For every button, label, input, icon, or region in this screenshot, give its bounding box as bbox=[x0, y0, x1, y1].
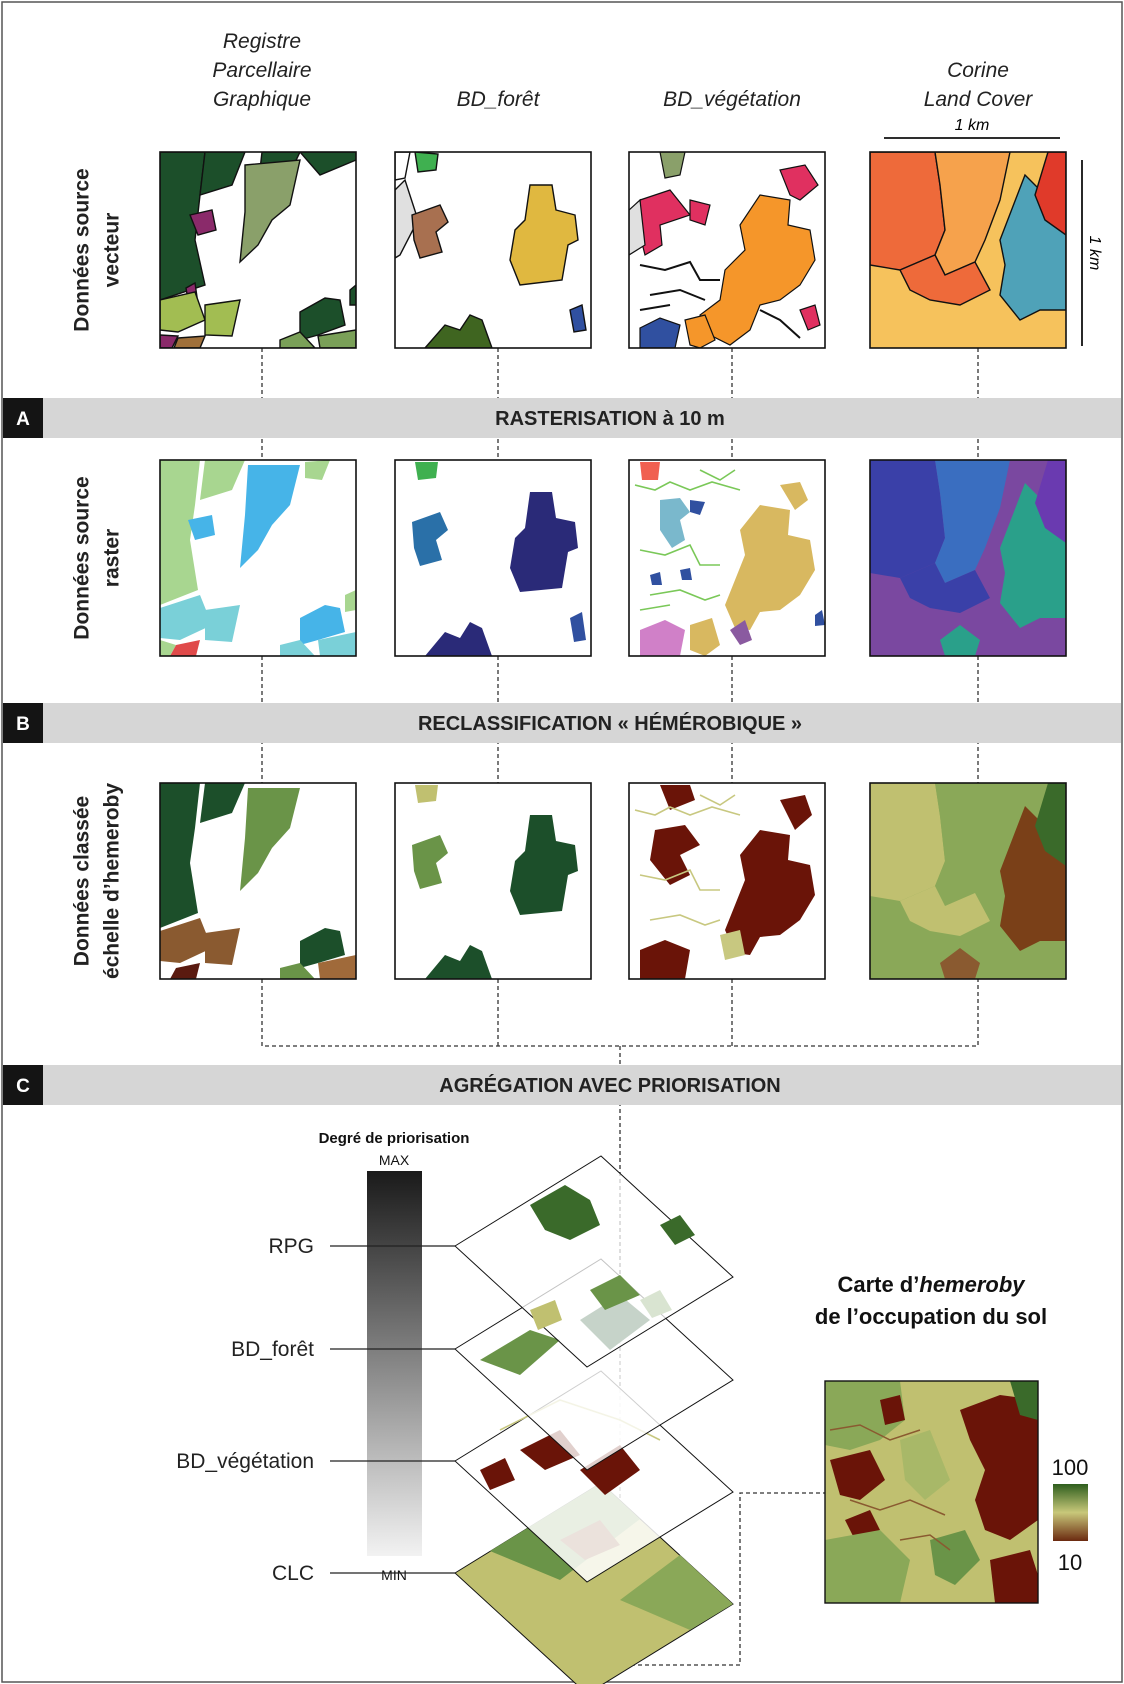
step-letter-a: A bbox=[16, 409, 30, 430]
priority-max-label: MAX bbox=[379, 1152, 410, 1168]
result-hemeroby-map bbox=[824, 1380, 1039, 1604]
vegetation-hedgerows-raster bbox=[634, 469, 741, 611]
column-titles: Registre Parcellaire Graphique BD_forêt BD_v… bbox=[212, 30, 1033, 111]
vegetation-hedgerows bbox=[639, 260, 801, 339]
stack-layer-rpg bbox=[454, 1155, 734, 1368]
step-banner-c: C AGRÉGATION AVEC PRIORISATION bbox=[3, 1065, 1121, 1105]
step-letter-c: C bbox=[16, 1076, 30, 1097]
layer-label-clc: CLC bbox=[272, 1562, 314, 1585]
panel-bdforet-raster bbox=[394, 459, 592, 657]
layer-label-bdforet: BD_forêt bbox=[231, 1338, 314, 1361]
panel-rpg-raster bbox=[159, 459, 357, 657]
scale-label-vertical: 1 km bbox=[1086, 236, 1103, 271]
layer-labels: RPG BD_forêt BD_végétation CLC bbox=[176, 1235, 314, 1585]
row-labels: Données source vecteur Données source raste… bbox=[71, 168, 124, 979]
row-label-line: Données source bbox=[71, 168, 94, 331]
panel-bdforet-hemeroby bbox=[394, 782, 592, 980]
step-title-c: AGRÉGATION AVEC PRIORISATION bbox=[439, 1074, 781, 1097]
layer-stack bbox=[454, 1155, 734, 1684]
panel-bdvegetation-vector bbox=[628, 151, 826, 349]
panel-rpg-hemeroby bbox=[159, 782, 357, 980]
step-title-b: RECLASSIFICATION « HÉMÉROBIQUE » bbox=[418, 712, 802, 735]
panel-clc-raster bbox=[869, 459, 1067, 657]
row-label-line: vecteur bbox=[101, 213, 124, 288]
panel-rpg-vector bbox=[159, 151, 357, 349]
column-title-line: Corine bbox=[947, 59, 1009, 82]
step-letter-b: B bbox=[16, 714, 30, 735]
priority-gradient-bar bbox=[367, 1171, 422, 1556]
column-title-line: BD_forêt bbox=[457, 88, 541, 111]
panel-bdvegetation-hemeroby bbox=[628, 782, 826, 980]
panel-clc-vector bbox=[869, 151, 1067, 349]
panel-clc-hemeroby bbox=[869, 782, 1067, 980]
scale-bar-vertical: 1 km bbox=[1081, 160, 1103, 346]
result-title: Carte d’hemeroby de l’occupation du sol bbox=[815, 1272, 1047, 1329]
hemeroby-legend: 100 10 bbox=[1052, 1455, 1089, 1575]
row-label-line: raster bbox=[101, 529, 124, 587]
column-title-line: Registre bbox=[223, 30, 301, 53]
panel-bdforet-vector bbox=[394, 151, 592, 349]
result-title-prefix: Carte d’ bbox=[837, 1272, 919, 1297]
scale-bar-horizontal: 1 km bbox=[884, 117, 1060, 139]
row-label-line: Données classée bbox=[71, 796, 94, 966]
row-label-line: échelle d’hemeroby bbox=[101, 783, 124, 979]
legend-color-ramp bbox=[1053, 1484, 1088, 1541]
step-banner-b: B RECLASSIFICATION « HÉMÉROBIQUE » bbox=[3, 703, 1121, 743]
svg-text:Carte d’hemeroby: Carte d’hemeroby bbox=[837, 1272, 1026, 1297]
column-title-line: BD_végétation bbox=[663, 88, 801, 111]
column-title-line: Parcellaire bbox=[212, 59, 311, 82]
result-title-line2: de l’occupation du sol bbox=[815, 1304, 1047, 1329]
column-title-line: Graphique bbox=[213, 88, 311, 111]
result-hedgerows bbox=[829, 1424, 951, 1551]
layer-label-bdvegetation: BD_végétation bbox=[176, 1450, 314, 1473]
legend-max-label: 100 bbox=[1052, 1455, 1089, 1480]
result-title-italic: hemeroby bbox=[919, 1272, 1026, 1297]
layer-leader-lines bbox=[330, 1245, 455, 1574]
step-title-a: RASTERISATION à 10 m bbox=[495, 408, 725, 430]
priority-title: Degré de priorisation bbox=[319, 1130, 470, 1147]
vegetation-hedgerows-hemeroby bbox=[634, 794, 741, 926]
priority-min-label: MIN bbox=[381, 1567, 407, 1583]
panel-bdvegetation-raster bbox=[628, 459, 826, 657]
legend-min-label: 10 bbox=[1058, 1550, 1082, 1575]
priority-scale: Degré de priorisation MAX MIN bbox=[319, 1130, 470, 1583]
layer-label-rpg: RPG bbox=[268, 1235, 314, 1258]
column-title-line: Land Cover bbox=[924, 88, 1034, 111]
row-label-line: Données source bbox=[71, 476, 94, 639]
scale-label-horizontal: 1 km bbox=[955, 117, 990, 134]
step-banner-a: A RASTERISATION à 10 m bbox=[3, 398, 1121, 438]
